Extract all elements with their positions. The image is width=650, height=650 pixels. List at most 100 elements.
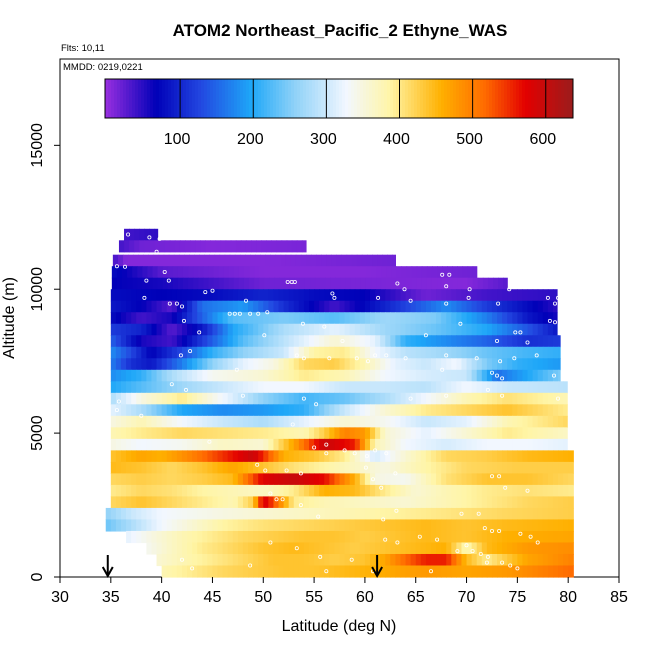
sample-point	[553, 320, 558, 325]
heatmap-cell	[115, 450, 122, 463]
heatmap-cell	[219, 254, 226, 267]
heatmap-cell	[492, 277, 499, 290]
sample-point	[534, 353, 539, 358]
heatmap-cell	[502, 427, 508, 440]
heatmap-cell	[547, 565, 554, 578]
heatmap-cell	[263, 473, 269, 486]
heatmap-cell	[200, 240, 206, 253]
heatmap-cell	[359, 289, 366, 302]
heatmap-cell	[507, 369, 513, 382]
heatmap-cell	[181, 530, 188, 544]
heatmap-cell	[249, 277, 255, 290]
sample-point	[417, 534, 422, 539]
heatmap-cell	[502, 392, 508, 405]
heatmap-cell	[253, 438, 259, 451]
heatmap-cell	[203, 277, 209, 290]
heatmap-cell	[421, 266, 428, 279]
heatmap-cell	[425, 427, 432, 440]
heatmap-cell	[319, 542, 325, 555]
heatmap-cell	[288, 553, 295, 567]
sample-point	[498, 359, 503, 364]
colorbar-segment	[237, 79, 241, 118]
heatmap-cell	[400, 484, 407, 498]
heatmap-cell	[161, 404, 168, 417]
heatmap-cell	[527, 300, 534, 313]
heatmap-cell	[222, 519, 229, 532]
heatmap-cell	[476, 312, 483, 325]
heatmap-cell	[446, 496, 452, 509]
heatmap-cell	[181, 484, 188, 498]
heatmap-cell	[466, 312, 473, 325]
heatmap-cell	[415, 358, 422, 371]
heatmap-cell	[395, 289, 402, 302]
heatmap-cell	[441, 553, 447, 567]
heatmap-cell	[166, 358, 173, 371]
sample-point	[332, 295, 337, 300]
heatmap-cell	[537, 404, 544, 417]
sample-point	[268, 491, 273, 496]
heatmap-cell	[218, 266, 225, 279]
heatmap-cell	[278, 553, 285, 567]
heatmap-cell	[537, 415, 544, 428]
heatmap-cell	[334, 461, 341, 474]
heatmap-cell	[517, 507, 524, 521]
heatmap-cell	[532, 381, 539, 394]
sample-point	[497, 529, 502, 534]
heatmap-cell	[244, 254, 251, 267]
sample-point	[478, 552, 483, 557]
heatmap-cell	[288, 404, 295, 417]
heatmap-cell	[314, 565, 320, 578]
heatmap-cell	[517, 473, 524, 486]
heatmap-cell	[314, 335, 320, 348]
heatmap-cell	[410, 312, 417, 325]
heatmap-cell	[222, 392, 229, 405]
heatmap-cell	[451, 335, 457, 348]
heatmap-cell	[462, 277, 469, 290]
heatmap-cell	[547, 358, 554, 371]
heatmap-cell	[456, 473, 463, 486]
heatmap-cell	[151, 438, 158, 451]
heatmap-cell	[542, 427, 549, 440]
sample-point	[298, 471, 303, 476]
heatmap-cell	[527, 358, 534, 371]
heatmap-cell	[390, 415, 396, 428]
heatmap-cell	[202, 427, 208, 440]
heatmap-cell	[441, 473, 447, 486]
heatmap-cell	[410, 392, 417, 405]
sample-point	[364, 454, 369, 459]
heatmap-cell	[507, 300, 513, 313]
heatmap-cell	[197, 381, 203, 394]
heatmap-cell	[441, 415, 447, 428]
heatmap-cell	[171, 289, 178, 302]
heatmap-cell	[425, 461, 432, 474]
x-axis: 30 35 40 45 50 55 60 65 70 75 80 85	[51, 577, 628, 606]
heatmap-cell	[243, 266, 250, 279]
colorbar-segment	[498, 79, 502, 118]
heatmap-cell	[395, 369, 402, 382]
sample-point	[354, 356, 359, 361]
heatmap-cell	[110, 335, 117, 348]
heatmap-cell	[375, 404, 381, 417]
heatmap-cell	[385, 323, 391, 336]
heatmap-cell	[359, 438, 366, 451]
colorbar-segment	[306, 79, 310, 118]
heatmap-cell	[491, 450, 498, 463]
heatmap-cell	[390, 530, 396, 544]
sample-point	[274, 497, 279, 502]
heatmap-cell	[517, 335, 524, 348]
heatmap-cell	[410, 507, 417, 521]
heatmap-cell	[253, 507, 259, 521]
heatmap-cell	[258, 358, 264, 371]
heatmap-cell	[268, 461, 275, 474]
heatmap-cell	[320, 277, 326, 290]
heatmap-cell	[110, 461, 117, 474]
heatmap-cell	[532, 300, 539, 313]
heatmap-cell	[552, 565, 559, 578]
heatmap-cell	[115, 473, 122, 486]
colorbar-segment	[390, 79, 394, 118]
heatmap-cell	[274, 266, 281, 279]
heatmap-cell	[456, 438, 463, 451]
heatmap-cell	[110, 312, 117, 325]
heatmap-cell	[354, 415, 361, 428]
heatmap-cell	[558, 358, 561, 371]
